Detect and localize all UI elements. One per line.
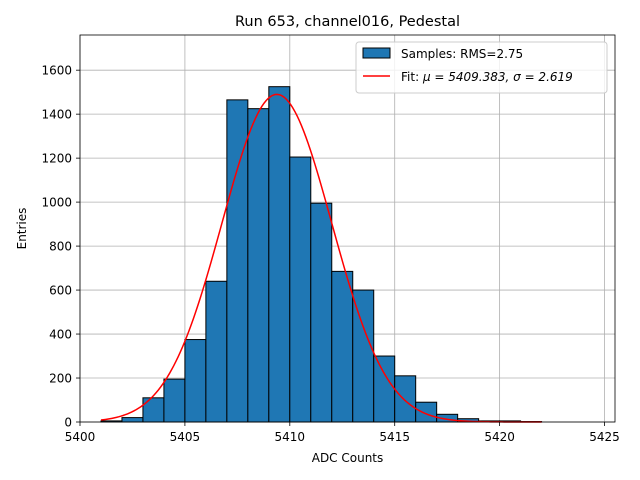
x-tick-label: 5410	[275, 430, 306, 444]
y-tick-label: 600	[49, 284, 72, 298]
y-tick-label: 200	[49, 372, 72, 386]
y-axis-ticks: 0 200 400 600 800 1000 1200 1400 1600	[41, 64, 80, 430]
histogram-bar	[268, 86, 291, 423]
y-tick-label: 1000	[41, 196, 72, 210]
histogram-bar	[121, 417, 144, 423]
x-tick-label: 5405	[170, 430, 201, 444]
legend-histogram-label: Samples: RMS=2.75	[401, 47, 523, 61]
legend-fit-prefix: Fit:	[401, 70, 423, 84]
histogram-bar	[247, 108, 270, 423]
histogram-bar	[289, 156, 312, 423]
histogram-bar	[142, 397, 165, 423]
legend-fit-params: μ = 5409.383, σ = 2.619	[422, 70, 573, 84]
x-tick-label: 5415	[379, 430, 410, 444]
y-tick-label: 1200	[41, 152, 72, 166]
histogram-bar	[352, 289, 375, 423]
x-tick-label: 5425	[589, 430, 620, 444]
y-axis-label: Entries	[15, 208, 29, 250]
x-axis-ticks: 5400 5405 5410 5415 5420 5425	[65, 422, 620, 444]
y-tick-label: 1600	[41, 64, 72, 78]
y-tick-label: 0	[64, 416, 72, 430]
legend-fit-label: Fit: μ = 5409.383, σ = 2.619	[401, 70, 573, 84]
histogram-bar	[184, 339, 207, 423]
x-tick-label: 5400	[65, 430, 96, 444]
y-tick-label: 400	[49, 328, 72, 342]
legend-histogram-swatch	[362, 47, 391, 59]
legend-box	[355, 41, 608, 94]
histogram-bars	[100, 86, 543, 423]
histogram-bar	[205, 280, 228, 423]
plot-frame	[79, 34, 616, 423]
histogram-bar	[415, 401, 438, 423]
histogram-bar	[163, 378, 186, 423]
legend: Samples: RMS=2.75 Fit: μ = 5409.383, σ =…	[355, 41, 608, 94]
x-tick-label: 5420	[484, 430, 515, 444]
histogram-bar	[373, 355, 396, 423]
histogram-bar	[331, 270, 354, 423]
x-axis-label: ADC Counts	[312, 451, 384, 465]
y-tick-label: 1400	[41, 108, 72, 122]
y-tick-label: 800	[49, 240, 72, 254]
histogram-bar	[394, 375, 417, 423]
histogram-bar	[310, 202, 333, 423]
chart-title: Run 653, channel016, Pedestal	[235, 14, 460, 30]
fit-curve	[100, 93, 542, 423]
